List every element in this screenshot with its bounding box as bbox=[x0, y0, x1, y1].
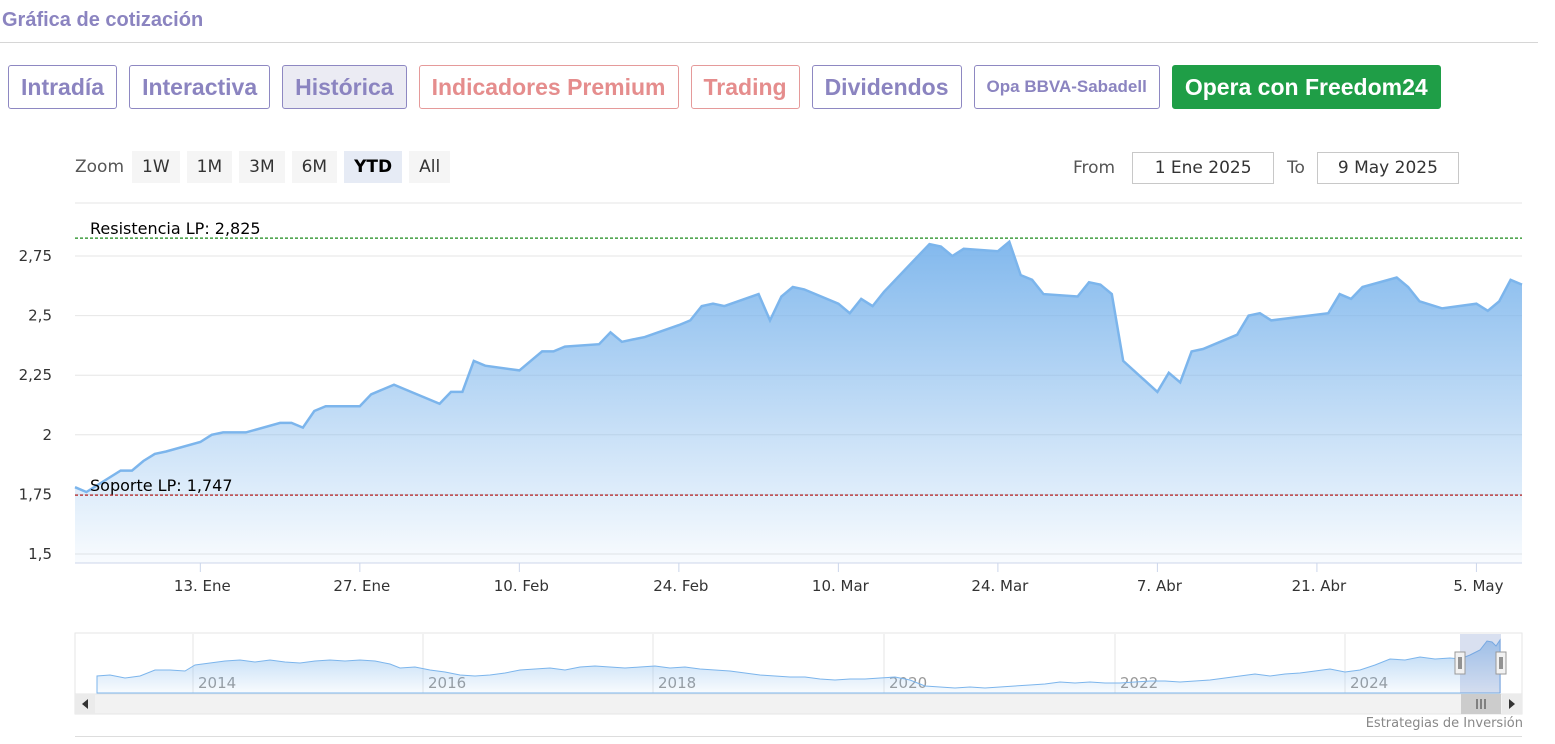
chart-tabs: Intradía Interactiva Histórica Indicador… bbox=[8, 65, 1441, 109]
arrow-left-icon bbox=[82, 699, 88, 709]
zoom-selector: Zoom 1W 1M 3M 6M YTD All bbox=[75, 151, 457, 183]
x-tick-label: 10. Mar bbox=[812, 577, 870, 595]
from-label: From bbox=[1073, 158, 1116, 178]
zoom-3m-button[interactable]: 3M bbox=[239, 151, 285, 183]
plot-line-label: Resistencia LP: 2,825 bbox=[90, 219, 261, 238]
tab-opa-bbva-sabadell[interactable]: Opa BBVA-Sabadell bbox=[973, 65, 1160, 109]
y-tick-label: 1,5 bbox=[28, 545, 52, 563]
title-divider bbox=[0, 42, 1538, 43]
y-tick-label: 2,5 bbox=[28, 307, 52, 325]
zoom-6m-button[interactable]: 6M bbox=[291, 151, 338, 183]
to-label: To bbox=[1287, 158, 1305, 178]
zoom-1w-button[interactable]: 1W bbox=[132, 151, 180, 183]
freedom24-button[interactable]: Opera con Freedom24 bbox=[1171, 65, 1441, 109]
navigator-series bbox=[96, 638, 1501, 694]
price-area bbox=[75, 241, 1522, 563]
arrow-right-icon bbox=[1509, 699, 1515, 709]
tab-dividendos[interactable]: Dividendos bbox=[811, 65, 962, 109]
chart-credits: Estrategias de Inversión bbox=[1365, 716, 1523, 731]
tab-interactiva[interactable]: Interactiva bbox=[129, 65, 271, 109]
navigator[interactable]: 201420162018202020222024 bbox=[74, 632, 1523, 695]
bottom-divider bbox=[75, 736, 1522, 737]
x-tick-label: 7. Abr bbox=[1137, 577, 1183, 595]
y-tick-label: 2,75 bbox=[19, 247, 52, 265]
zoom-1m-button[interactable]: 1M bbox=[186, 151, 233, 183]
zoom-all-button[interactable]: All bbox=[409, 151, 451, 183]
scrollbar-track[interactable] bbox=[74, 693, 1523, 715]
navigator-handle-right[interactable] bbox=[1495, 651, 1507, 675]
x-tick-label: 24. Mar bbox=[971, 577, 1029, 595]
y-tick-label: 2,25 bbox=[19, 366, 52, 384]
tab-trading[interactable]: Trading bbox=[690, 65, 800, 109]
page-title: Gráfica de cotización bbox=[2, 9, 204, 31]
x-tick-label: 24. Feb bbox=[653, 577, 708, 595]
navigator-handle-left[interactable] bbox=[1454, 651, 1466, 675]
x-tick-label: 21. Abr bbox=[1292, 577, 1347, 595]
range-from: From 1 Ene 2025 bbox=[1073, 152, 1275, 184]
scrollbar[interactable] bbox=[74, 693, 1523, 715]
x-tick-label: 13. Ene bbox=[174, 577, 231, 595]
tab-intradia[interactable]: Intradía bbox=[8, 65, 118, 109]
price-line bbox=[74, 239, 1523, 494]
tab-historica[interactable]: Histórica bbox=[282, 65, 407, 109]
zoom-ytd-button[interactable]: YTD bbox=[344, 151, 403, 183]
from-date-input[interactable]: 1 Ene 2025 bbox=[1132, 152, 1275, 184]
to-date-input[interactable]: 9 May 2025 bbox=[1316, 152, 1459, 184]
x-tick-label: 10. Feb bbox=[494, 577, 549, 595]
x-tick-label: 5. May bbox=[1453, 577, 1503, 595]
x-tick-label: 27. Ene bbox=[333, 577, 390, 595]
range-to: To 9 May 2025 bbox=[1287, 152, 1459, 184]
zoom-label: Zoom bbox=[75, 157, 125, 177]
y-tick-label: 1,75 bbox=[19, 485, 52, 503]
tab-indicadores-premium[interactable]: Indicadores Premium bbox=[418, 65, 679, 109]
navigator-selection[interactable] bbox=[1460, 634, 1501, 693]
y-tick-label: 2 bbox=[42, 426, 52, 444]
plot-line-label: Soporte LP: 1,747 bbox=[90, 476, 233, 495]
